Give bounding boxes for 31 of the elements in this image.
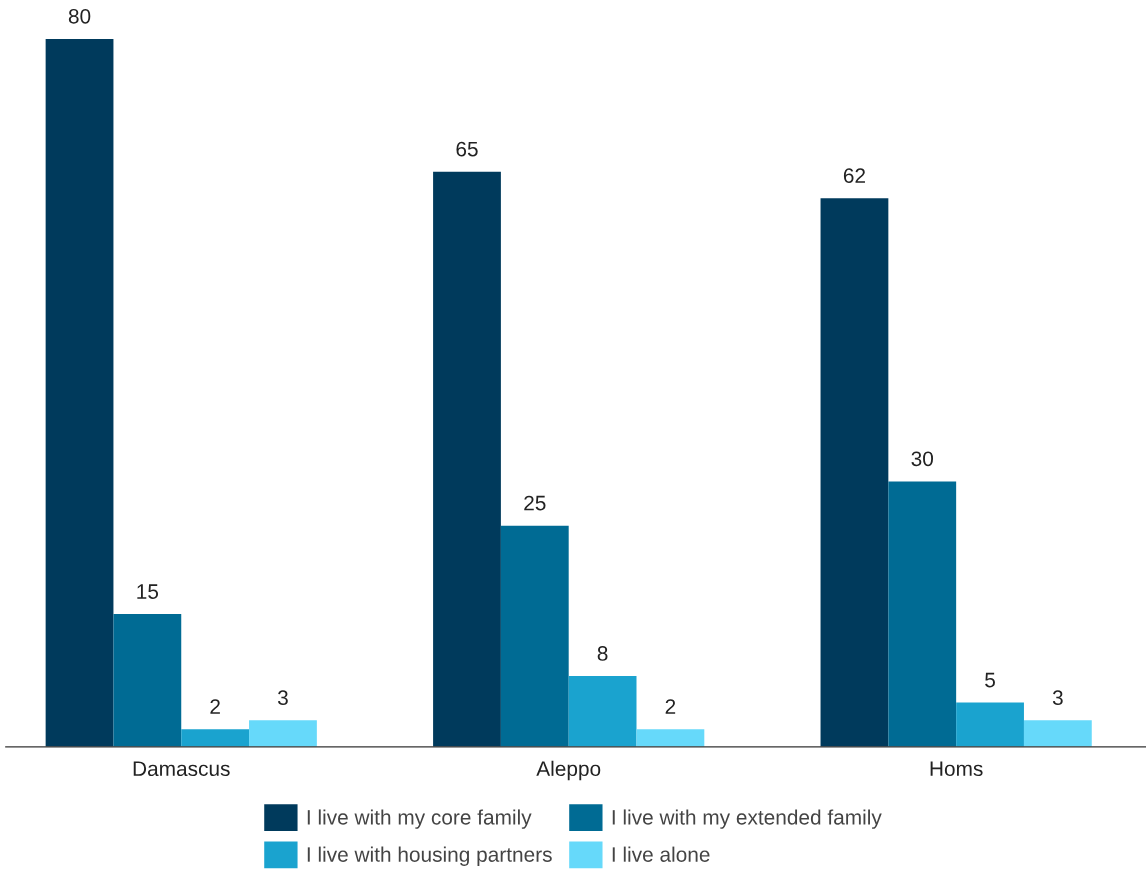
bar bbox=[45, 38, 114, 747]
bar bbox=[181, 729, 250, 747]
data-label: 2 bbox=[665, 699, 676, 714]
bar bbox=[249, 720, 317, 747]
data-label: 3 bbox=[277, 690, 288, 706]
legend-label: I live alone bbox=[612, 846, 710, 862]
data-label: 3 bbox=[1052, 690, 1063, 706]
data-label: 2 bbox=[210, 699, 220, 714]
data-label: 62 bbox=[843, 168, 865, 183]
bar bbox=[1023, 720, 1092, 747]
data-label: 30 bbox=[911, 451, 934, 467]
bar bbox=[113, 614, 182, 747]
data-label: 5 bbox=[985, 672, 995, 688]
data-label: 8 bbox=[597, 646, 608, 661]
bar bbox=[500, 525, 569, 747]
bar bbox=[820, 198, 889, 747]
legend-label: I live with my core family bbox=[307, 809, 532, 829]
data-label: 65 bbox=[456, 141, 478, 157]
bar bbox=[888, 481, 957, 747]
data-label: 25 bbox=[524, 495, 546, 511]
bar bbox=[433, 171, 501, 747]
x-tick-label: Homs bbox=[930, 761, 983, 777]
data-label: 15 bbox=[137, 584, 159, 599]
legend-label: I live with my extended family bbox=[612, 809, 882, 829]
x-tick-label: Damascus bbox=[133, 761, 230, 777]
bar bbox=[568, 676, 637, 747]
data-label: 80 bbox=[68, 8, 91, 24]
legend-label: I live with housing partners bbox=[307, 846, 552, 867]
bar bbox=[956, 702, 1024, 747]
x-tick-label: Aleppo bbox=[536, 760, 601, 781]
bar bbox=[636, 729, 705, 747]
